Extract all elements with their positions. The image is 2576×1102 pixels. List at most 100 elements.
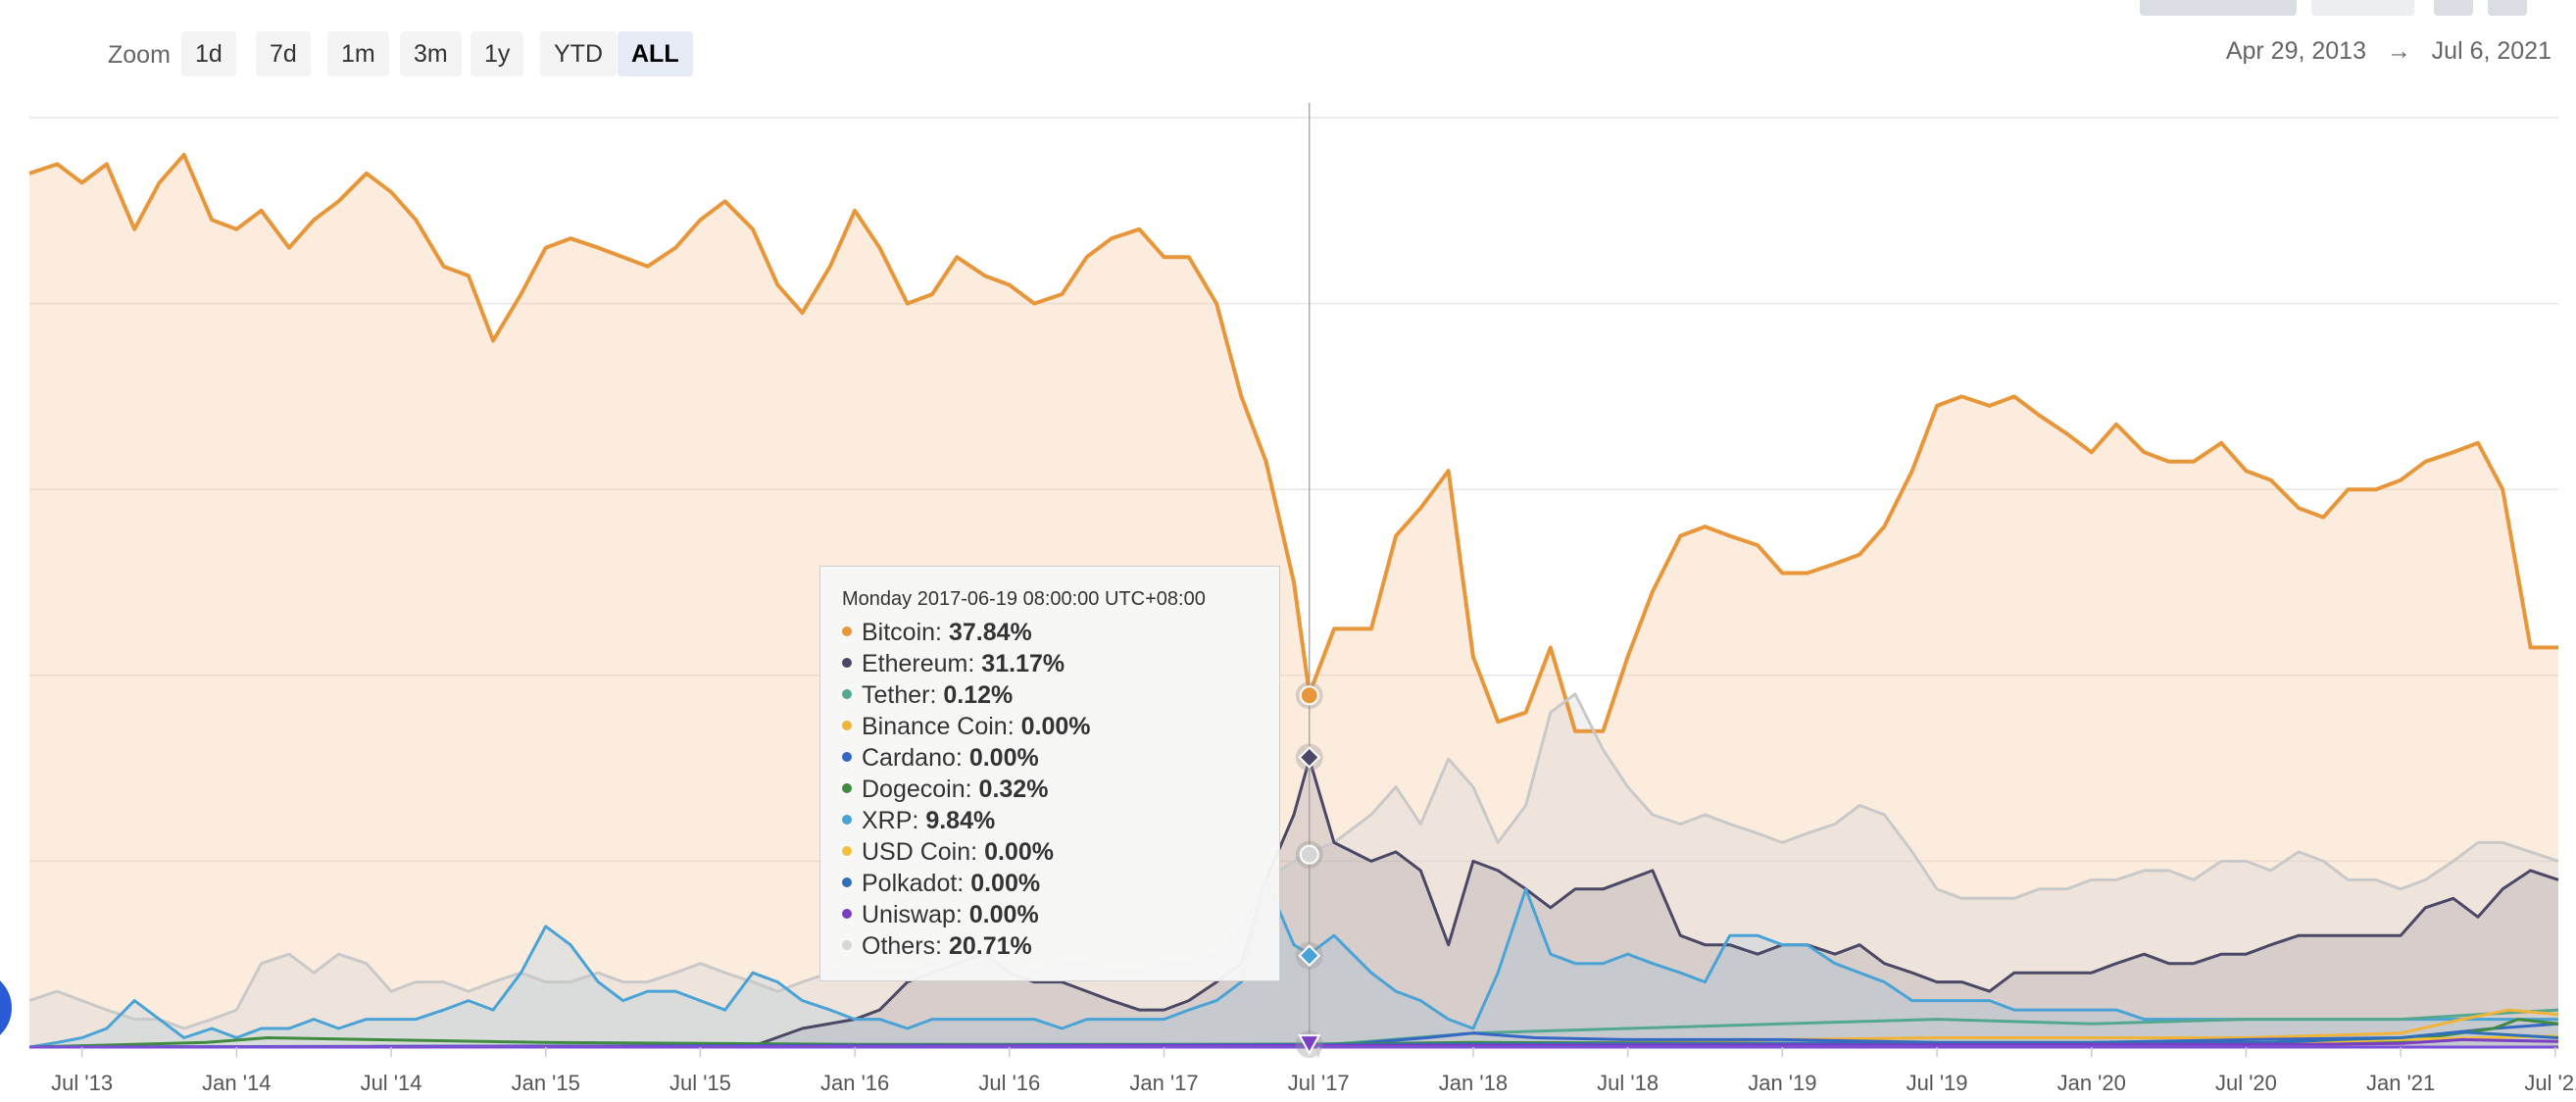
zoom-1d-button[interactable]: 1d [181,31,236,76]
stub-button-2[interactable] [2311,0,2414,16]
x-tick-label: Jan '21 [2366,1071,2435,1095]
tooltip-series-name: USD Coin [862,838,971,866]
series-dot-icon [842,846,852,857]
date-range: Apr 29, 2013 → Jul 6, 2021 [2226,37,2551,66]
series-dot-icon [842,877,852,888]
tooltip-series-name: Dogecoin [862,776,966,803]
ethereum-area [29,759,2558,1047]
tooltip-header: Monday 2017-06-19 08:00:00 UTC+08:00 [842,588,1206,610]
tooltip-series-value: 0.00% [970,870,1041,897]
x-tick-label: Jan '18 [1439,1071,1508,1095]
tooltip-series-name: Uniswap [862,901,956,928]
uniswap-line[interactable] [28,1037,2559,1049]
x-tick-label: Jan '19 [1748,1071,1816,1095]
series-dot-icon [842,752,852,763]
range-to[interactable]: Jul 6, 2021 [2431,37,2551,65]
export-controls [2140,0,2551,16]
zoom-1m-button[interactable]: 1m [327,31,389,76]
zoom-all-button[interactable]: ALL [618,31,693,76]
x-axis-ticks: Jul '13 Jan '14 Jul '14 Jan '15 Jul '15 Jan '… [51,1047,2576,1095]
tooltip-row: Tether: 0.12% [842,679,1279,711]
zoom-1y-button[interactable]: 1y [471,31,524,76]
series-dot-icon [842,815,852,826]
uniswap-marker [1298,1034,1321,1056]
tooltip-row: Others: 20.71% [842,930,1279,962]
x-tick-label: Jan '14 [202,1071,271,1095]
tooltip-series-value: 0.32% [978,776,1049,803]
tooltip-series-value: 0.00% [1020,713,1091,740]
tooltip-series-name: Others [862,932,936,960]
bitcoin-area [29,154,2558,1047]
x-tick-label: Jan '17 [1129,1071,1198,1095]
xrp-marker [1298,944,1321,968]
polkadot-line[interactable] [28,1030,2559,1049]
x-tick-label: Jul '15 [669,1071,731,1095]
zoom-ytd-button[interactable]: YTD [540,31,617,76]
tooltip-series-value: 31.17% [981,650,1065,677]
tooltip-row: Cardano: 0.00% [842,742,1279,774]
bitcoin-line[interactable] [28,152,2558,733]
x-tick-label: Jul '16 [978,1071,1040,1095]
series-dot-icon [842,689,852,700]
x-tick-label: Jul '17 [1288,1071,1350,1095]
tooltip-series-name: Cardano [862,744,956,772]
ethereum-line[interactable] [29,757,2559,1049]
tooltip-series-value: 0.12% [943,681,1014,709]
tooltip-row: Bitcoin: 37.84% [842,617,1279,648]
tooltip-series-name: Polkadot [862,870,958,897]
series-dot-icon [842,940,852,951]
range-from[interactable]: Apr 29, 2013 [2225,37,2366,65]
stub-button-1[interactable] [2140,0,2297,16]
x-tick-label: Jan '15 [512,1071,580,1095]
ethereum-marker [1298,746,1321,769]
others-marker [1299,844,1319,865]
series-dot-icon [842,783,852,794]
hover-markers [1295,681,1323,1059]
zoom-7d-button[interactable]: 7d [256,31,311,76]
series-dot-icon [842,658,852,669]
series-areas [29,154,2558,1047]
x-tick-label: Jul '21 [2524,1071,2576,1095]
x-tick-label: Jul '18 [1597,1071,1659,1095]
tooltip-series-name: Ethereum [862,650,968,677]
tooltip-row: Uniswap: 0.00% [842,899,1279,930]
x-tick-label: Jan '20 [2057,1071,2126,1095]
tooltip-series-value: 20.71% [948,932,1032,960]
tooltip-series-name: Tether [862,681,930,709]
tooltip-row: Binance Coin: 0.00% [842,711,1279,742]
tooltip-row: USD Coin: 0.00% [842,836,1279,868]
tooltip: Monday 2017-06-19 08:00:00 UTC+08:00 Bit… [819,566,1280,981]
x-tick-label: Jan '16 [820,1071,889,1095]
tooltip-series-name: Binance Coin [862,713,1008,740]
range-arrow: → [2386,37,2411,65]
others-line[interactable] [28,692,2559,1030]
xrp-area [29,879,2558,1047]
bitcoin-marker [1299,685,1319,706]
tooltip-series-value: 37.84% [948,619,1032,646]
xrp-line[interactable] [28,877,2558,1049]
zoom-3m-button[interactable]: 3m [400,31,462,76]
tooltip-series-value: 9.84% [925,807,996,834]
tooltip-row: Ethereum: 31.17% [842,648,1279,679]
tooltip-series-value: 0.00% [968,744,1039,772]
tooltip-series-name: Bitcoin [862,619,936,646]
menu-icon[interactable] [2488,0,2527,16]
series-dot-icon [842,909,852,920]
tooltip-series-value: 0.00% [984,838,1054,866]
tooltip-row: Dogecoin: 0.32% [842,774,1279,805]
fullscreen-icon[interactable] [2434,0,2473,16]
others-area [29,693,2558,1047]
x-tick-label: Jul '19 [1907,1071,1968,1095]
series-dot-icon [842,721,852,731]
zoom-label: Zoom [108,41,171,69]
x-tick-label: Jul '13 [51,1071,113,1095]
tooltip-series-value: 0.00% [968,901,1039,928]
series-dot-icon [842,626,852,637]
series-lines [28,152,2559,1049]
tooltip-series-name: XRP [862,807,913,834]
tooltip-row: Polkadot: 0.00% [842,868,1279,899]
tooltip-row: XRP: 9.84% [842,805,1279,836]
x-tick-label: Jul '14 [361,1071,422,1095]
toolbar: Zoom 1d 7d 1m 3m 1y YTD ALL Apr 29, 2013… [0,0,2576,108]
